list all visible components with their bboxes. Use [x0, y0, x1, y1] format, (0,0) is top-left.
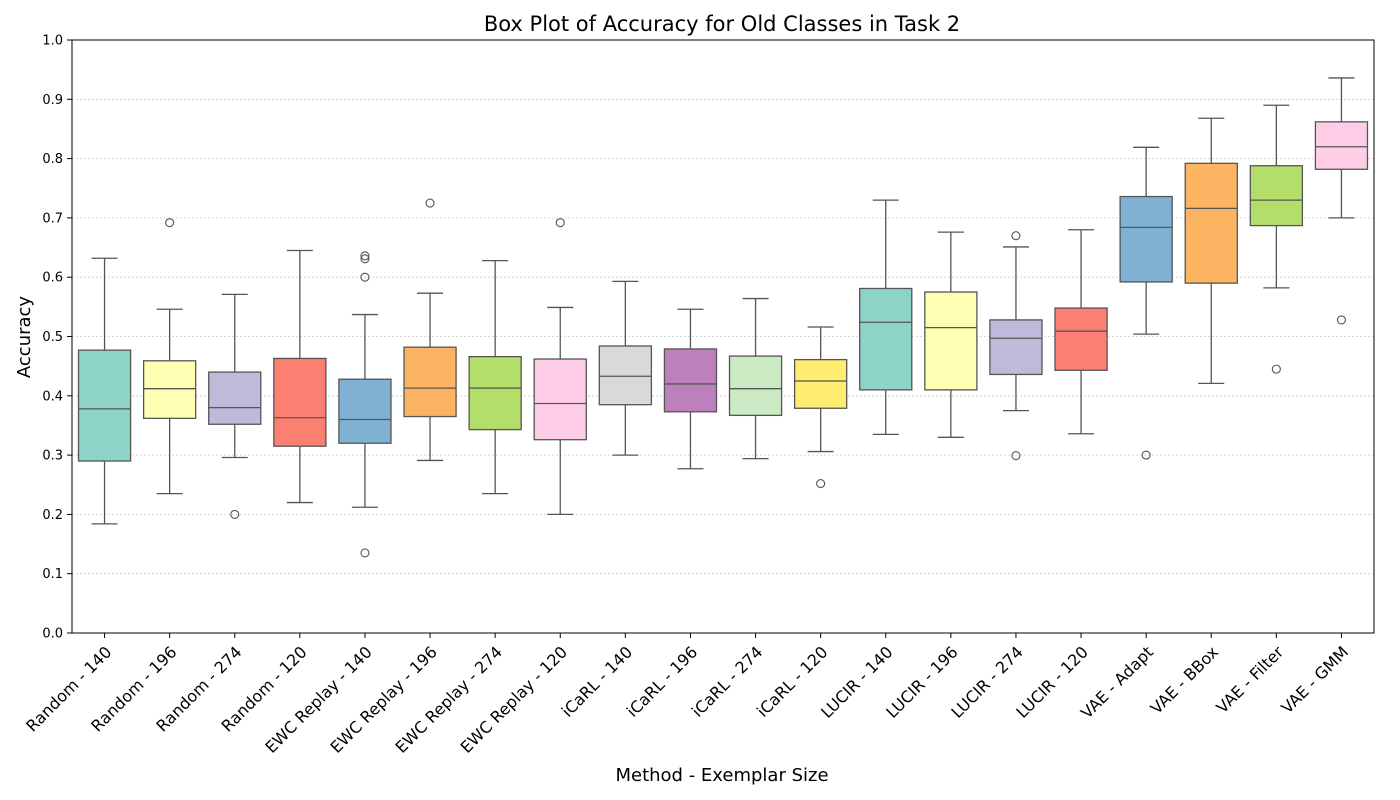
chart-title: Box Plot of Accuracy for Old Classes in …: [484, 12, 960, 36]
outlier-point: [425, 198, 435, 208]
iqr-box: [142, 360, 197, 419]
x-tick-label: EWC Replay - 274: [392, 642, 506, 756]
iqr-box: [403, 346, 457, 418]
y-tick-label: 0.6: [42, 271, 63, 286]
outlier-point: [360, 548, 370, 558]
iqr-box: [859, 287, 913, 391]
iqr-box: [663, 348, 718, 413]
iqr-box: [468, 356, 522, 431]
y-tick-label: 0.4: [42, 389, 63, 404]
y-tick-label: 0.1: [42, 567, 63, 582]
box-group: [142, 218, 197, 495]
outlier-point: [360, 254, 370, 264]
outlier-point: [360, 272, 370, 282]
x-tick-label: VAE - GMM: [1277, 642, 1352, 717]
iqr-box: [533, 358, 587, 441]
box-group: [859, 199, 913, 435]
y-tick-label: 0.7: [42, 211, 63, 226]
iqr-box: [77, 349, 132, 462]
outlier-point: [1141, 450, 1151, 460]
iqr-box: [793, 358, 848, 409]
iqr-box: [1054, 307, 1108, 371]
iqr-box: [1314, 121, 1369, 170]
y-tick-label: 0.0: [42, 627, 63, 642]
box-group: [533, 218, 587, 516]
iqr-box: [208, 371, 262, 425]
y-axis-label: Accuracy: [14, 296, 35, 379]
x-tick-label: EWC Replay - 140: [261, 642, 375, 756]
iqr-box: [1249, 165, 1304, 227]
box-group: [273, 249, 327, 504]
x-tick-label: VAE - Filter: [1213, 642, 1288, 717]
box-group: [468, 259, 522, 495]
x-tick-label: VAE - BBox: [1147, 642, 1222, 717]
box-group: [1184, 117, 1238, 384]
box-group: [989, 231, 1043, 461]
y-tick-label: 0.5: [42, 330, 63, 345]
y-tick-label: 0.3: [42, 449, 63, 464]
outlier-point: [165, 218, 175, 228]
y-tick-label: 0.2: [42, 508, 63, 523]
box-group: [338, 251, 392, 558]
x-axis-label: Method - Exemplar Size: [615, 765, 828, 786]
y-tick-label: 0.8: [42, 152, 63, 167]
outlier-point: [230, 509, 240, 519]
y-tick-label: 0.9: [42, 93, 63, 108]
box-group: [924, 231, 978, 438]
iqr-box: [1184, 162, 1238, 284]
box-group: [1054, 229, 1108, 435]
iqr-box: [1119, 195, 1173, 283]
box-group: [1249, 104, 1304, 374]
iqr-box: [924, 291, 978, 391]
x-tick-label: EWC Replay - 120: [457, 642, 571, 756]
box-group: [208, 293, 262, 519]
outlier-point: [1336, 315, 1346, 325]
plot-frame: [71, 39, 1375, 634]
box-group: [728, 297, 783, 460]
iqr-box: [273, 357, 327, 447]
box-group: [1119, 146, 1173, 460]
outlier-point: [1271, 364, 1281, 374]
outlier-point: [1011, 451, 1021, 461]
box-group: [77, 257, 132, 525]
iqr-box: [728, 355, 783, 417]
box-group: [1314, 77, 1369, 325]
iqr-box: [989, 319, 1043, 376]
outlier-point: [555, 218, 565, 228]
gridlines: [72, 98, 1374, 575]
outlier-point: [1011, 231, 1021, 241]
iqr-box: [598, 345, 653, 406]
iqr-box: [338, 378, 392, 444]
y-axis: 0.0 0.1 0.2 0.3 0.4 0.5 0.6 0.7 0.8 0.9 1.0: [42, 34, 72, 642]
box-group: [598, 280, 653, 456]
outlier-point: [360, 251, 370, 261]
y-tick-label: 1.0: [42, 34, 63, 49]
outlier-point: [816, 479, 826, 489]
box-group: [403, 198, 457, 462]
box-group: [663, 308, 718, 470]
boxes-layer: [77, 77, 1369, 558]
box-group: [793, 326, 848, 489]
x-tick-label: EWC Replay - 196: [326, 642, 440, 756]
